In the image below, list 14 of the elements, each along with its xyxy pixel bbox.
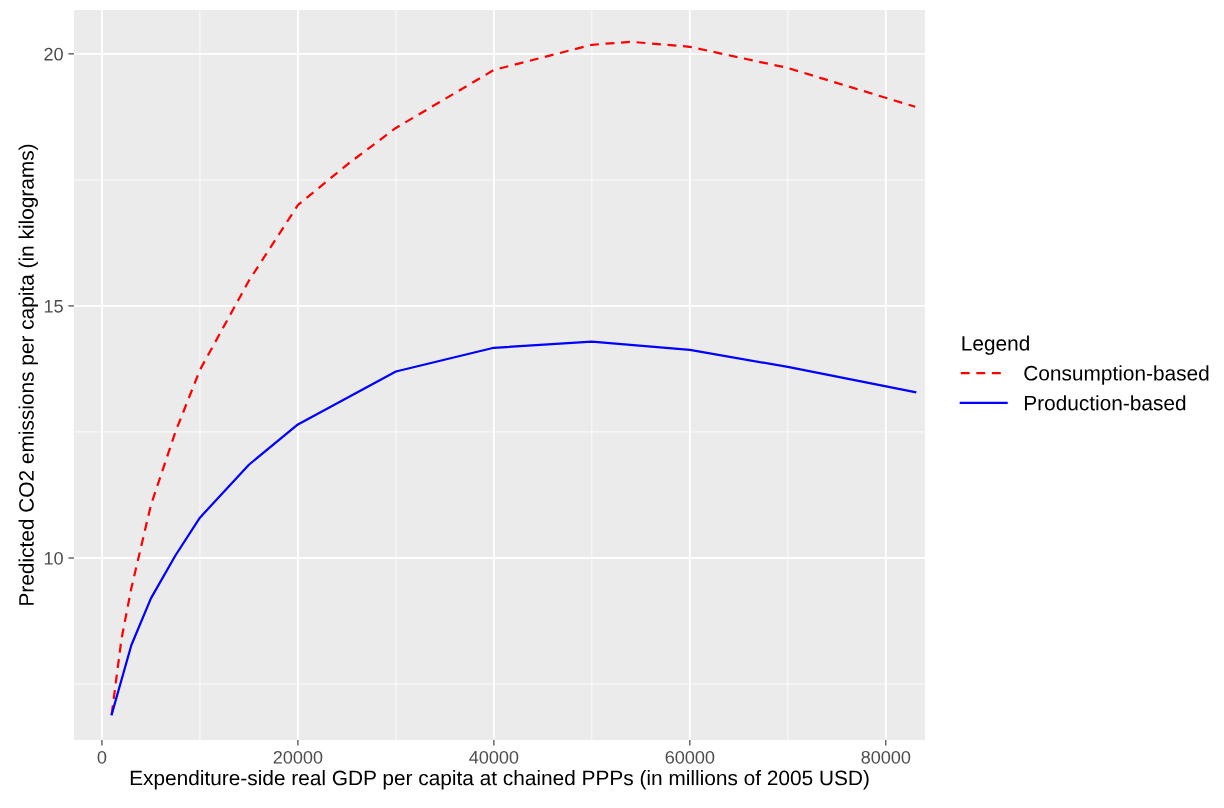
line-series bbox=[110, 340, 917, 716]
y-tick-label: 10 bbox=[44, 551, 63, 565]
y-tick-label: 20 bbox=[44, 47, 63, 61]
x-tick-label: 40000 bbox=[469, 750, 519, 764]
legend-label: Consumption-based bbox=[1024, 365, 1209, 385]
legend-label: Production-based bbox=[1024, 395, 1186, 411]
x-tick-label: 20000 bbox=[273, 750, 323, 764]
x-tick-label: 60000 bbox=[665, 750, 715, 764]
legend-title: Legend bbox=[962, 335, 1029, 355]
x-tick-label: 80000 bbox=[861, 750, 911, 764]
y-axis-title: Predicted CO2 emissions per capita (in kilograms) bbox=[18, 144, 38, 605]
x-axis-title: Expenditure-side real GDP per capita at chained PPPs (in millions of 2005 USD) bbox=[130, 770, 869, 790]
y-tick-label: 15 bbox=[44, 300, 63, 313]
x-tick-label: 0 bbox=[97, 750, 107, 764]
